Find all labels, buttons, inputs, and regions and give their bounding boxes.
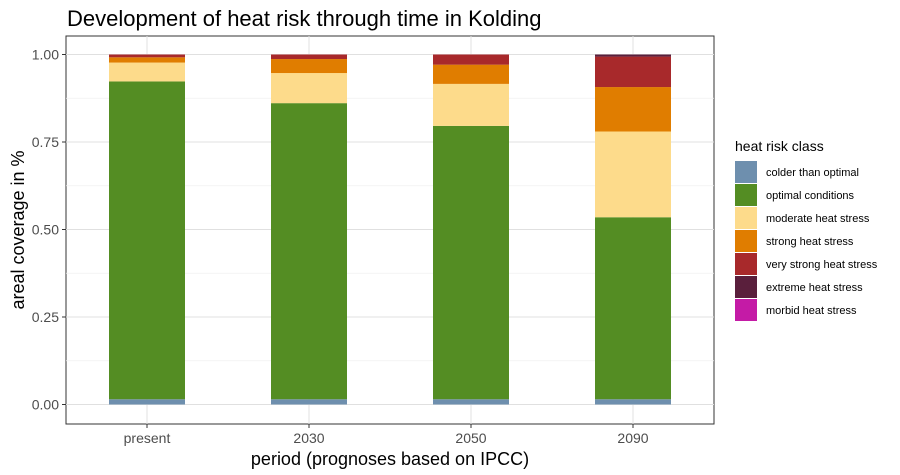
legend-label: extreme heat stress bbox=[766, 282, 863, 294]
x-tick-label: present bbox=[124, 430, 171, 446]
y-tick-label: 0.25 bbox=[32, 309, 59, 325]
legend-label: optimal conditions bbox=[766, 190, 855, 202]
legend-label: colder than optimal bbox=[766, 167, 859, 179]
y-tick-label: 1.00 bbox=[32, 47, 59, 63]
chart-title: Development of heat risk through time in… bbox=[67, 6, 541, 31]
legend-label: strong heat stress bbox=[766, 236, 854, 248]
bar-segment bbox=[595, 56, 671, 88]
y-tick-label: 0.75 bbox=[32, 134, 59, 150]
x-tick-label: 2030 bbox=[293, 430, 324, 446]
y-tick-label: 0.50 bbox=[32, 222, 59, 238]
x-tick-label: 2050 bbox=[455, 430, 486, 446]
legend: heat risk class colder than optimal optim… bbox=[735, 138, 878, 321]
legend-swatch bbox=[735, 253, 757, 275]
bar-segment bbox=[595, 399, 671, 405]
y-tick-label: 0.00 bbox=[32, 397, 59, 413]
bar-segment bbox=[433, 83, 509, 126]
y-axis: 0.00 0.25 0.50 0.75 1.00 bbox=[32, 47, 66, 413]
bar-segment bbox=[109, 81, 185, 400]
bar-segment bbox=[595, 87, 671, 132]
bar-segment bbox=[595, 131, 671, 218]
bar-segment bbox=[595, 54, 671, 57]
legend-swatch bbox=[735, 161, 757, 183]
bar-segment bbox=[433, 399, 509, 405]
legend-title: heat risk class bbox=[735, 138, 824, 154]
bar-segment bbox=[271, 399, 347, 405]
bar-segment bbox=[109, 54, 185, 58]
legend-swatch bbox=[735, 184, 757, 206]
x-tick-label: 2090 bbox=[617, 430, 648, 446]
bar-segment bbox=[595, 217, 671, 400]
legend-swatch bbox=[735, 207, 757, 229]
bar-segment bbox=[271, 59, 347, 74]
bar-segment bbox=[271, 73, 347, 104]
bar-segment bbox=[109, 399, 185, 405]
bars bbox=[109, 54, 671, 405]
legend-label: very strong heat stress bbox=[766, 259, 878, 271]
legend-label: moderate heat stress bbox=[766, 213, 870, 225]
legend-swatch bbox=[735, 299, 757, 321]
bar-segment bbox=[271, 54, 347, 60]
legend-swatch bbox=[735, 230, 757, 252]
bar-segment bbox=[433, 64, 509, 84]
x-axis: present 2030 2050 2090 bbox=[124, 424, 649, 446]
y-axis-label: areal coverage in % bbox=[8, 150, 28, 309]
x-axis-label: period (prognoses based on IPCC) bbox=[251, 449, 529, 469]
bar-segment bbox=[433, 125, 509, 400]
bar-segment bbox=[109, 57, 185, 63]
bar-segment bbox=[109, 62, 185, 82]
bar-segment bbox=[433, 54, 509, 65]
bar-segment bbox=[271, 103, 347, 400]
legend-swatch bbox=[735, 276, 757, 298]
legend-label: morbid heat stress bbox=[766, 305, 857, 317]
